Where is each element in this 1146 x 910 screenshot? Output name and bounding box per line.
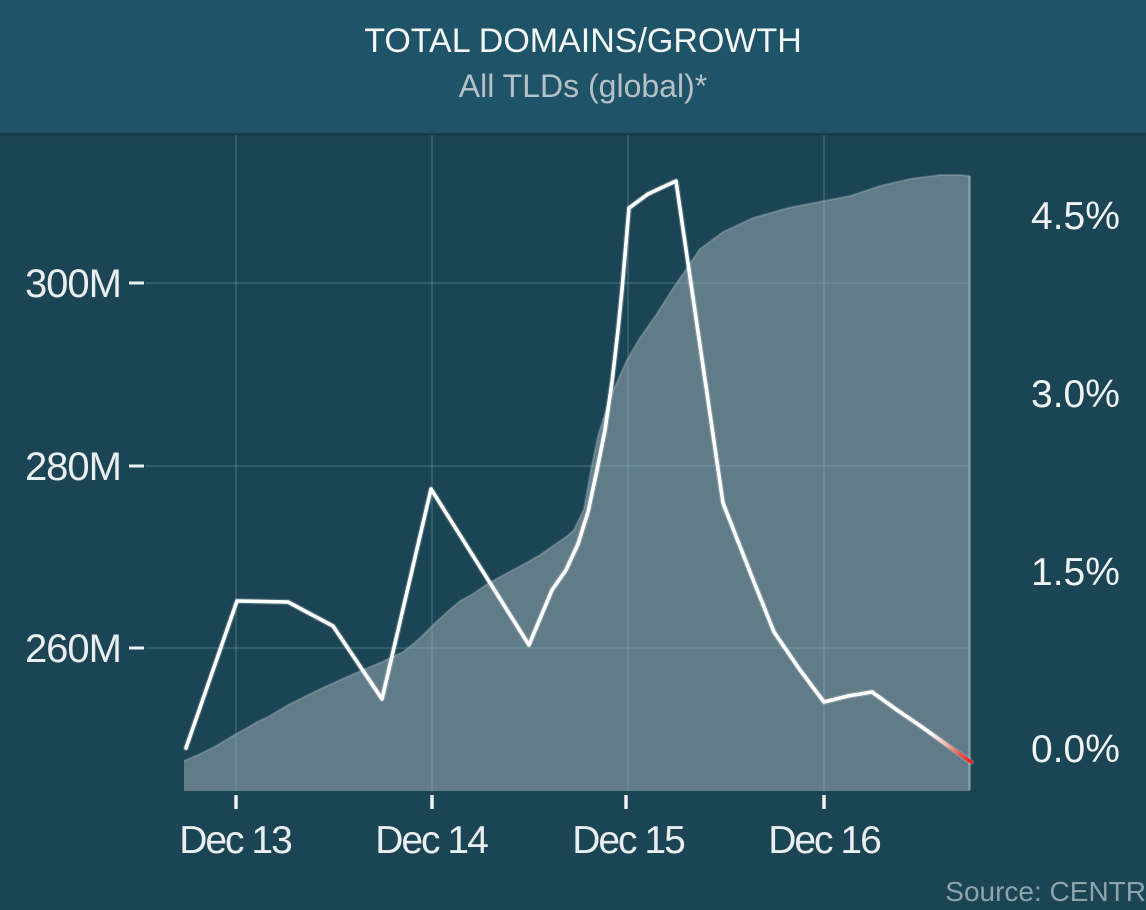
svg-text:Dec 16: Dec 16 xyxy=(768,819,880,862)
svg-text:Dec 15: Dec 15 xyxy=(572,819,685,862)
svg-text:4.5%: 4.5% xyxy=(1031,195,1120,238)
svg-text:280M: 280M xyxy=(25,445,121,489)
svg-text:Dec 14: Dec 14 xyxy=(375,819,488,862)
svg-text:Dec 13: Dec 13 xyxy=(179,819,291,862)
svg-text:1.5%: 1.5% xyxy=(1031,551,1120,594)
svg-text:0.0%: 0.0% xyxy=(1031,728,1120,771)
svg-text:3.0%: 3.0% xyxy=(1031,373,1120,416)
svg-text:260M: 260M xyxy=(25,627,121,671)
svg-text:300M: 300M xyxy=(25,262,121,306)
